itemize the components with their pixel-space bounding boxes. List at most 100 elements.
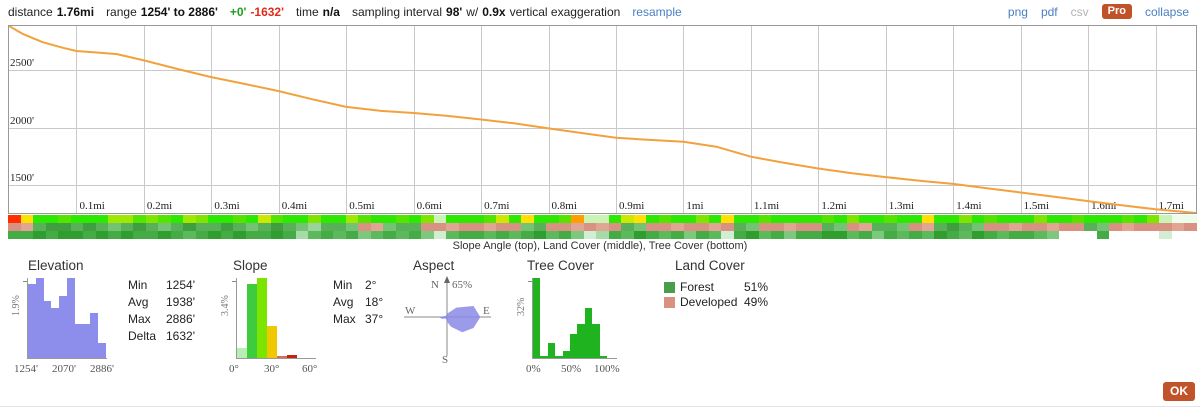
histogram-bar — [98, 342, 106, 358]
slope-angle-cell — [195, 215, 209, 223]
y-gridline — [9, 70, 1196, 72]
tree-cover-cell — [571, 231, 584, 239]
tree-cover-strip[interactable] — [8, 231, 1197, 239]
tree-cover-cell — [20, 231, 34, 239]
tree-cover-cell — [108, 231, 121, 239]
tree-cover-cell — [596, 231, 609, 239]
stat-label: Max — [333, 312, 356, 326]
elevation-profile-chart[interactable]: 0.1mi 0.2mi 0.3mi 0.4mi 0.5mi 0.6mi 0.7mi 0.8mi… — [8, 25, 1197, 214]
x-tick-label: 1.4mi — [956, 200, 982, 212]
resample-link[interactable]: resample — [632, 4, 682, 19]
land-cover-cell — [934, 223, 947, 231]
slope-angle-cell — [608, 215, 622, 223]
tree-cover-cell — [558, 231, 572, 239]
slope-angle-cell — [821, 215, 835, 223]
aspect-rose-polygon — [437, 306, 481, 333]
land-cover-strip[interactable] — [8, 223, 1197, 231]
histogram-bar — [287, 354, 297, 358]
tree-cover-cell — [1171, 231, 1185, 239]
tree-cover-cell — [408, 231, 422, 239]
land-cover-cell — [946, 223, 960, 231]
histogram-bar — [599, 356, 608, 358]
terrain-strips[interactable] — [8, 215, 1197, 239]
land-cover-cell — [508, 223, 522, 231]
slope-angle-cell — [496, 215, 509, 223]
tree-cover-cell — [220, 231, 234, 239]
slope-angle-cell — [1009, 215, 1022, 223]
slope-angle-cell — [83, 215, 96, 223]
land-cover-cell — [646, 223, 659, 231]
land-cover-cell — [208, 223, 221, 231]
tree-cover-cell — [170, 231, 184, 239]
tree-cover-cell — [45, 231, 59, 239]
land-cover-cell — [696, 223, 709, 231]
land-cover-cell — [733, 223, 747, 231]
legend-value: 49% — [744, 295, 769, 309]
slope-angle-cell — [446, 215, 459, 223]
export-png-link[interactable]: png — [1007, 4, 1028, 19]
x-tick-label: 1.5mi — [1023, 200, 1050, 212]
tree-cover-cell — [683, 231, 697, 239]
forest-swatch — [664, 281, 675, 293]
land-cover-cell — [408, 223, 422, 231]
x-gridline — [413, 26, 415, 213]
tree-cover-cell — [721, 231, 734, 239]
land-cover-cell — [884, 223, 897, 231]
collapse-link[interactable]: collapse — [1144, 4, 1189, 19]
land-cover-cell — [295, 223, 309, 231]
slope-angle-cell — [671, 215, 684, 223]
land-cover-cell — [1059, 223, 1072, 231]
pro-badge[interactable]: Pro — [1101, 4, 1132, 19]
histogram-bar — [43, 301, 52, 358]
x-gridline — [548, 26, 550, 213]
slope-angle-cell — [483, 215, 497, 223]
slope-angle-cell — [1046, 215, 1060, 223]
histogram-bar — [533, 278, 541, 358]
slope-angle-cell — [58, 215, 71, 223]
x-gridline — [143, 26, 145, 213]
slope-angle-cell — [921, 215, 935, 223]
x-tick-label: 0.8mi — [551, 200, 577, 212]
tree-cover-cell — [884, 231, 897, 239]
export-csv-link[interactable]: csv — [1070, 4, 1089, 19]
tree-cover-cell — [358, 231, 371, 239]
slope-angle-cell — [471, 215, 484, 223]
slope-angle-cell — [1171, 215, 1185, 223]
tree-cover-cell — [471, 231, 484, 239]
tree-cover-cell — [696, 231, 709, 239]
legend-label: Forest — [680, 280, 715, 294]
land-cover-cell — [170, 223, 184, 231]
tree-cover-cell — [508, 231, 522, 239]
slope-angle-cell — [1084, 215, 1097, 223]
legend-row-forest: Forest 51% — [664, 280, 768, 294]
slope-angle-cell — [521, 215, 534, 223]
slope-angle-cell — [1121, 215, 1135, 223]
slope-angle-cell — [558, 215, 572, 223]
tree-cover-cell — [796, 231, 809, 239]
ok-button[interactable]: OK — [1163, 382, 1195, 401]
tree-cover-cell — [258, 231, 271, 239]
slope-angle-cell — [783, 215, 797, 223]
land-cover-cell — [683, 223, 697, 231]
tree-cover-cell — [733, 231, 747, 239]
export-pdf-link[interactable]: pdf — [1040, 4, 1058, 19]
tree-cover-cell — [996, 231, 1010, 239]
stat-value: 2886' — [166, 312, 195, 326]
land-cover-cell — [258, 223, 271, 231]
histogram-bar — [584, 307, 593, 358]
stat-value: 1632' — [166, 329, 195, 343]
land-cover-cell — [658, 223, 672, 231]
slope-angle-strip[interactable] — [8, 215, 1197, 223]
land-cover-cell — [971, 223, 985, 231]
slope-angle-cell — [208, 215, 221, 223]
histogram-bar — [570, 334, 578, 358]
land-cover-cell — [383, 223, 396, 231]
tree-ytick — [528, 281, 533, 282]
stat-value: 2° — [365, 278, 377, 292]
histogram-bar — [562, 350, 571, 358]
histogram-bar — [66, 278, 75, 358]
tree-cover-cell — [395, 231, 409, 239]
slope-angle-cell — [696, 215, 709, 223]
land-cover-cell — [671, 223, 684, 231]
slope-angle-cell — [658, 215, 672, 223]
